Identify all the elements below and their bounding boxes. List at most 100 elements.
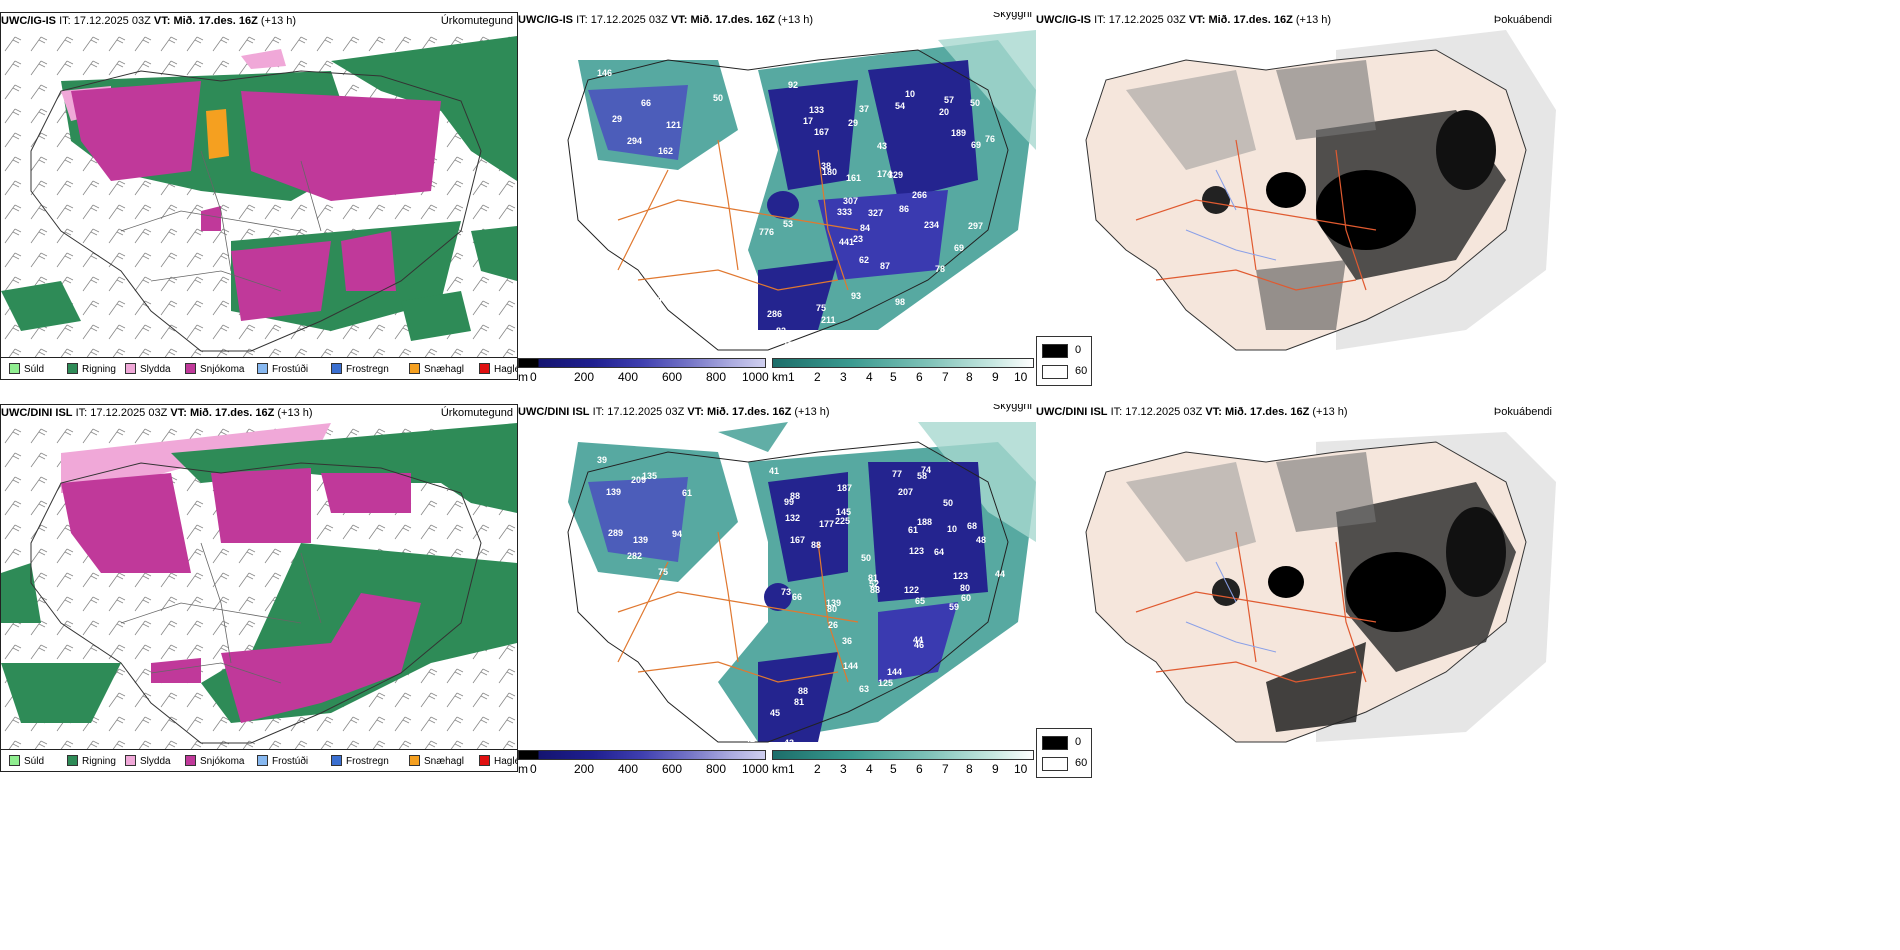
legend-label: Súld [24, 756, 45, 767]
panel-header: UWC/DINI ISL IT: 17.12.2025 03Z VT: Mið.… [518, 404, 1036, 420]
snow-area [151, 658, 201, 683]
ceiling-value-label: 64 [934, 547, 944, 557]
ceiling-value-label: 189 [951, 128, 966, 138]
ceiling-value-label: 69 [954, 243, 964, 253]
ceiling-tick: 600 [661, 370, 683, 384]
lead-time: (+13 h) [1295, 14, 1332, 26]
ceiling-value-label: 64 [652, 294, 662, 304]
ceiling-value-label: 44 [995, 569, 1005, 579]
precip-type-panel-dini: UWC/DINI ISL IT: 17.12.2025 03Z VT: Mið.… [0, 404, 518, 772]
ceiling-value-label: 45 [770, 708, 780, 718]
low-ceiling-navy [767, 191, 799, 219]
lead-time: (+13 h) [277, 407, 313, 419]
ceiling-tick: 1000 [741, 370, 769, 384]
visibility-colorbar-ramp [772, 750, 1034, 760]
ceiling-tick: 1000 [741, 762, 769, 776]
ceiling-value-label: 10 [905, 89, 915, 99]
ceiling-colorbar-ramp [518, 750, 766, 760]
ceiling-tick: 0 [529, 370, 537, 384]
legend-label: Frostregn [346, 756, 389, 767]
visibility-colorbar-ramp [772, 358, 1034, 368]
ceiling-value-label: 276 [782, 340, 797, 350]
ceiling-value-label: 78 [935, 264, 945, 274]
low-ceiling-navy [588, 477, 688, 562]
ceiling-value-label: 105 [738, 518, 753, 528]
model-name: UWC/IG-IS [1036, 14, 1091, 26]
ceiling-value-label: 75 [816, 303, 826, 313]
ceiling-value-label: 42 [745, 734, 755, 744]
legend-item: Slydda [125, 363, 171, 375]
fog-dense [1266, 642, 1366, 732]
fog-key-dense-swatch [1042, 736, 1068, 750]
fog-light [1126, 462, 1256, 562]
low-ceiling-navy [764, 583, 792, 611]
panel-header: UWC/DINI ISL IT: 17.12.2025 03Z VT: Mið.… [1, 405, 517, 421]
legend-item: Frostregn [331, 755, 389, 767]
snow-pellet-area [206, 109, 229, 159]
fog-map [1085, 30, 1556, 351]
ceiling-value-label: 68 [967, 521, 977, 531]
model-name: UWC/DINI ISL [518, 406, 590, 418]
fog-key-dense-swatch [1042, 344, 1068, 358]
low-ceiling-navy [758, 652, 838, 742]
it-value: 17.12.2025 03Z [1125, 406, 1203, 418]
low-ceiling-navy [868, 462, 988, 602]
ceiling-value-label: 167 [814, 127, 829, 137]
ceiling-value-label: 868 [742, 114, 757, 124]
fog-light [1256, 260, 1346, 330]
panel-title: Skyggni [992, 12, 1032, 20]
snow-area [211, 468, 311, 543]
legend-item: Snæhagl [409, 363, 464, 375]
ceiling-value-label: 47 [718, 221, 728, 231]
ceiling-value-label: 177 [819, 519, 834, 529]
ceiling-value-label: 43 [877, 141, 887, 151]
ceiling-value-label: 57 [944, 95, 954, 105]
fog-dense [1446, 507, 1506, 597]
model-name: UWC/IG-IS [1, 15, 56, 27]
panel-title: Úrkomutegund [440, 15, 513, 27]
legend-item: Frostúði [257, 755, 308, 767]
rain-area [1, 281, 81, 331]
ceiling-value-label: 29 [848, 118, 858, 128]
vt-value: Mið. 17.des. 16Z [1224, 406, 1310, 418]
vt-value: Mið. 17.des. 16Z [189, 407, 275, 419]
ceiling-value-label: 161 [846, 173, 861, 183]
vt-value: Mið. 17.des. 16Z [706, 406, 792, 418]
ceiling-value-label: 139 [633, 535, 648, 545]
vis-tick: 9 [991, 370, 999, 384]
ceiling-value-label: 88 [811, 540, 821, 550]
vis-tick: 2 [813, 370, 821, 384]
ceiling-value-label: 75 [658, 567, 668, 577]
ceiling-value-label: 122 [904, 585, 919, 595]
vt-label: VT: [670, 14, 688, 26]
ceiling-value-label: 88 [798, 686, 808, 696]
ceiling-value-label: 187 [837, 483, 852, 493]
fog-light [1276, 60, 1376, 140]
precip-map [1, 423, 517, 749]
ceiling-value-label: 17 [803, 116, 813, 126]
ceiling-value-label: 37 [859, 104, 869, 114]
vis-tick: 8 [965, 762, 973, 776]
low-ceiling-navy [588, 85, 688, 160]
legend-swatch [331, 363, 342, 374]
ceiling-value-label: 132 [785, 513, 800, 523]
ceiling-value-label: 46 [914, 640, 924, 650]
ceiling-value-label: 144 [887, 667, 902, 677]
ceiling-value-label: 329 [888, 170, 903, 180]
ceiling-value-label: 69 [971, 140, 981, 150]
vis-tick: 5 [889, 762, 897, 776]
vt-value: Mið. 17.des. 16Z [173, 15, 258, 27]
road-network [120, 150, 322, 292]
legend-label: Snæhagl [424, 756, 465, 767]
legend-item: Frostúði [257, 363, 308, 375]
vt-value: Mið. 17.des. 16Z [690, 14, 775, 26]
snow-area [61, 473, 191, 573]
ceiling-value-label: 297 [968, 221, 983, 231]
ceiling-value-label: 94 [672, 529, 682, 539]
legend-swatch [257, 755, 268, 766]
visibility-panel-dini: UWC/DINI ISL IT: 17.12.2025 03Z VT: Mið.… [518, 404, 1036, 772]
legend-item: Snæhagl [409, 755, 464, 767]
vt-label: VT: [170, 407, 187, 419]
panel-header: UWC/DINI ISL IT: 17.12.2025 03Z VT: Mið.… [1036, 404, 1556, 420]
legend-label: Slydda [140, 364, 171, 375]
